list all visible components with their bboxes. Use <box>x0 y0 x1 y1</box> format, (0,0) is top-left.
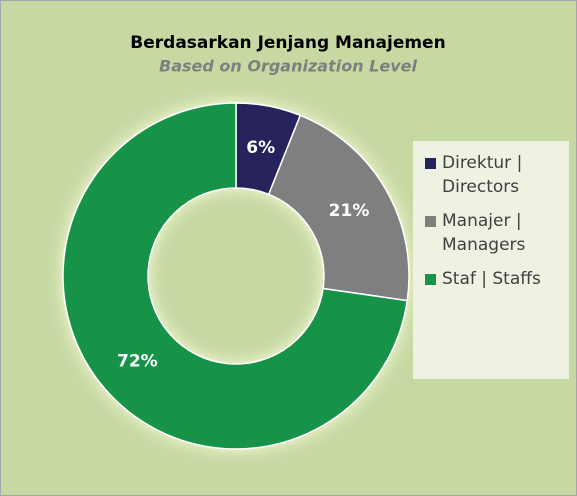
chart-subtitle: Based on Organization Level <box>159 57 417 76</box>
data-label: 21% <box>329 201 370 221</box>
legend-swatch <box>425 158 436 169</box>
legend-swatch <box>425 274 436 285</box>
donut-segment <box>267 114 410 302</box>
legend-item: Direktur | Directors <box>425 151 561 199</box>
legend-label: Direktur | Directors <box>442 153 523 197</box>
legend-label: Staf | Staffs <box>442 269 541 289</box>
donut <box>62 102 410 450</box>
data-label: 72% <box>117 351 158 371</box>
legend: Direktur | Directors Manajer | Managers St… <box>413 141 569 379</box>
legend-item: Manajer | Managers <box>425 209 561 257</box>
legend-swatch <box>425 216 436 227</box>
legend-item: Staf | Staffs <box>425 267 561 291</box>
data-label: 6% <box>246 138 275 158</box>
legend-label: Manajer | Managers <box>442 211 526 255</box>
chart-title: Berdasarkan Jenjang Manajemen <box>130 33 445 53</box>
donut-segment <box>62 102 409 450</box>
